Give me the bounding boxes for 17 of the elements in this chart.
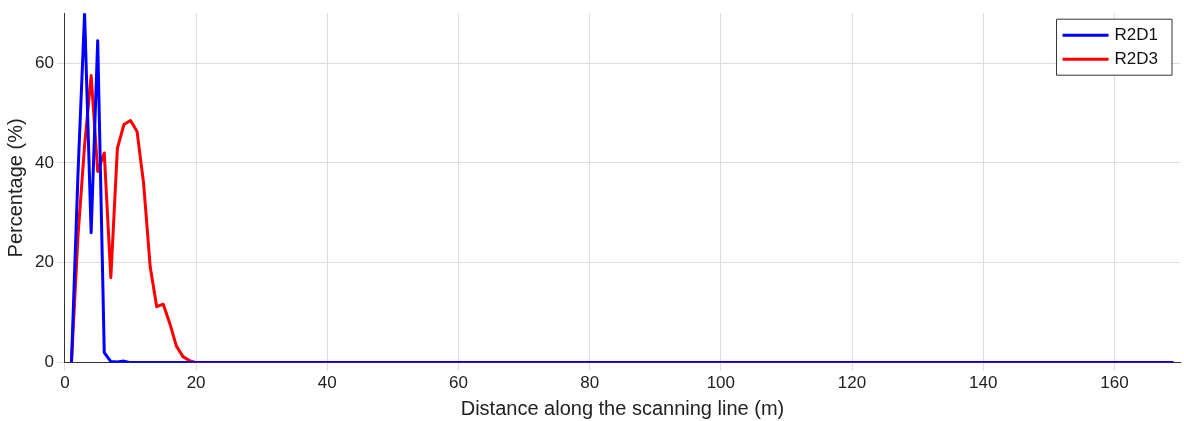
y-tick-label: 20 xyxy=(34,252,54,272)
x-tick-label: 20 xyxy=(186,373,206,393)
y-tick-label: 60 xyxy=(34,52,54,72)
y-axis-title: Percentage (%) xyxy=(3,118,26,258)
x-tick-label: 120 xyxy=(837,373,867,393)
legend-label: R2D3 xyxy=(1114,48,1159,68)
x-tick-label: 80 xyxy=(580,373,600,393)
y-tick-label: 0 xyxy=(44,352,54,372)
x-tick-label: 160 xyxy=(1100,373,1129,393)
x-tick-label: 0 xyxy=(60,373,70,393)
y-tick-label: 40 xyxy=(34,152,54,172)
x-tick-label: 100 xyxy=(706,373,736,393)
x-tick-label: 60 xyxy=(449,373,468,393)
legend-label: R2D1 xyxy=(1114,24,1159,44)
x-tick-label: 40 xyxy=(317,373,337,393)
x-tick-label: 140 xyxy=(969,373,998,393)
x-axis-title: Distance along the scanning line (m) xyxy=(460,396,785,419)
